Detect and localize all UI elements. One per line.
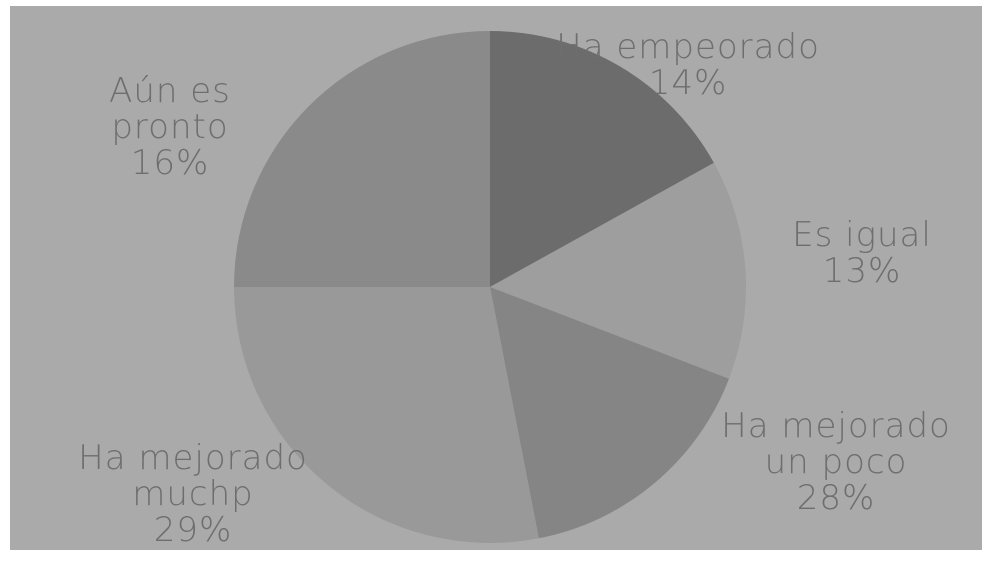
pie-slice [234, 31, 490, 287]
slice-category-label: pronto [111, 107, 228, 147]
slice-category-label: Ha mejorado [721, 406, 951, 446]
pie-slice [490, 162, 747, 379]
pie-slices [233, 31, 747, 544]
slice-percent-label: 14% [649, 63, 728, 103]
slice-category-label: Ha empeorado [556, 27, 820, 67]
slice-category-label: Ha mejorado [78, 438, 308, 478]
slice-category-label: un poco [765, 442, 908, 482]
slice-category-label: muchp [132, 474, 254, 514]
pie-slice [490, 31, 714, 287]
slice-percent-label: 29% [154, 510, 233, 550]
pie-slice [233, 287, 539, 544]
slice-percent-label: 28% [797, 478, 876, 518]
pie-slice [490, 287, 729, 539]
slice-percent-label: 16% [131, 143, 210, 183]
slice-percent-label: 13% [823, 251, 902, 291]
slice-category-label: Aún es [109, 71, 231, 111]
slice-category-label: Es igual [792, 215, 932, 255]
